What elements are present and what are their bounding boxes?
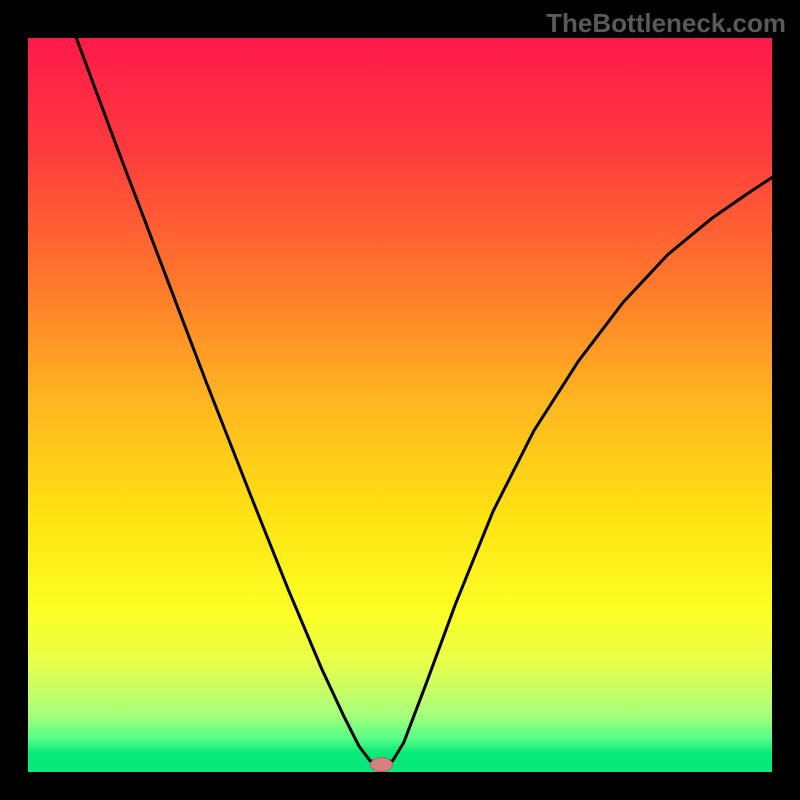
bottleneck-curve bbox=[76, 38, 772, 761]
chart-plot-area bbox=[28, 38, 772, 772]
watermark-text: TheBottleneck.com bbox=[546, 8, 786, 39]
chart-curve-layer bbox=[28, 38, 772, 772]
minimum-marker bbox=[370, 758, 392, 772]
